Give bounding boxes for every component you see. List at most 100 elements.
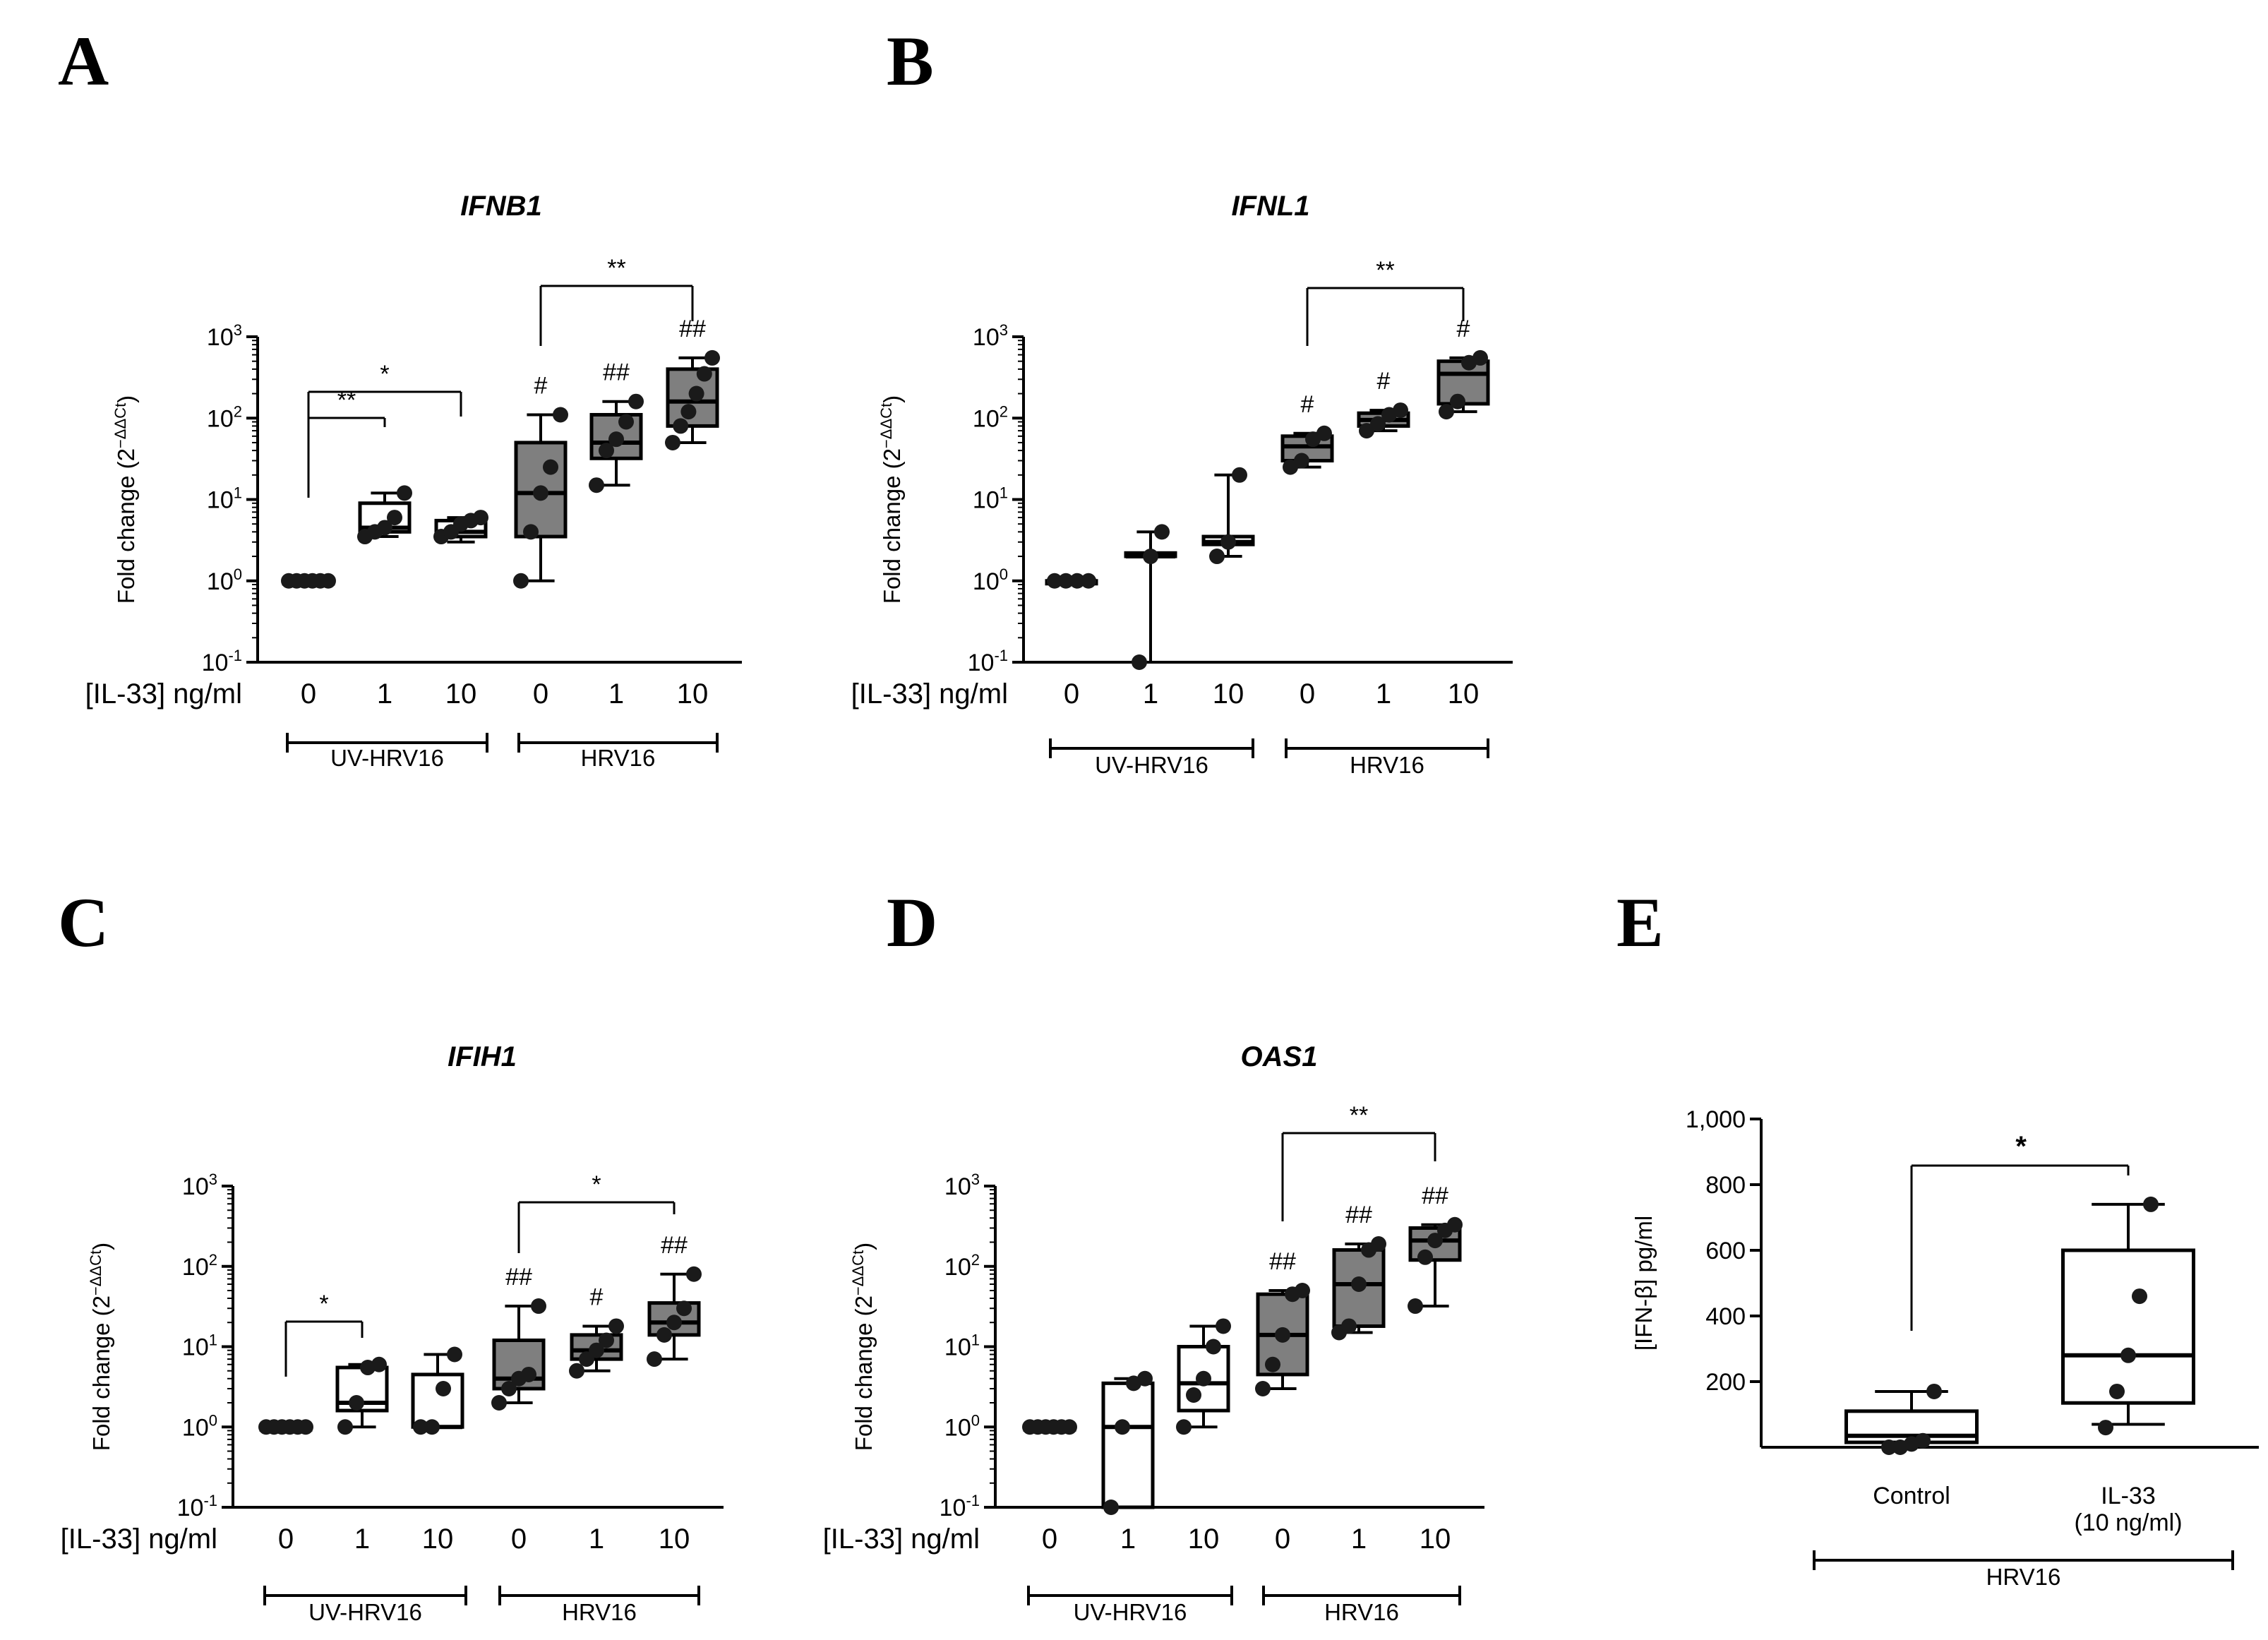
data-point [599, 1332, 614, 1348]
y-tick-base: 10 [182, 1173, 209, 1200]
significance-mark: ## [1269, 1248, 1296, 1275]
y-tick-label: 1,000 [1686, 1106, 1746, 1133]
data-point [1216, 1318, 1231, 1334]
data-point [1439, 404, 1454, 420]
y-tick-base: 10 [944, 1334, 971, 1361]
category-label: 10 [677, 678, 709, 710]
data-point [533, 485, 548, 501]
y-tick-label: 102 [207, 402, 242, 432]
data-point [473, 510, 488, 526]
category-label: 10 [445, 678, 477, 710]
data-point [686, 1266, 702, 1282]
y-tick-exp: -1 [966, 1492, 980, 1509]
data-point [513, 573, 529, 589]
data-point [1351, 1276, 1367, 1292]
data-point [1359, 423, 1374, 439]
chart-title: IFIH1 [448, 1041, 517, 1072]
y-tick-label: 10-1 [968, 647, 1008, 676]
y-tick-exp: -1 [994, 647, 1008, 664]
group-label: HRV16 [562, 1599, 637, 1625]
data-point [1206, 1339, 1221, 1355]
data-point [1196, 1370, 1211, 1387]
y-tick-exp: 1 [971, 1331, 980, 1349]
dose-axis-label: [IL-33] ng/ml [85, 678, 242, 710]
y-axis-label-main: Fold change (2 [88, 1295, 114, 1451]
box [514, 441, 568, 539]
box [1101, 1381, 1155, 1509]
data-point [1295, 1282, 1310, 1298]
y-axis-label-end: ) [851, 1243, 877, 1250]
y-tick-base: 10 [973, 568, 1000, 595]
y-tick-exp: 0 [234, 565, 242, 583]
group-label: UV-HRV16 [1074, 1599, 1187, 1625]
data-point [1069, 573, 1085, 589]
data-point [377, 520, 392, 536]
data-point [656, 1327, 672, 1343]
data-point [1472, 349, 1488, 366]
category-label: 10 [1213, 678, 1244, 710]
data-point [1370, 416, 1386, 432]
data-point [553, 407, 568, 423]
data-point [501, 1380, 517, 1396]
y-tick-base: 10 [207, 405, 234, 432]
y-tick-label: 600 [1705, 1238, 1746, 1264]
data-point [387, 510, 402, 526]
y-tick-base: 10 [968, 650, 995, 676]
box [411, 1372, 464, 1429]
category-label: 1 [1120, 1524, 1136, 1555]
y-tick-label: 100 [944, 1411, 980, 1441]
data-point [2109, 1383, 2125, 1399]
group-label: HRV16 [1324, 1599, 1399, 1625]
y-axis-label: [IFN-β] pg/ml [1631, 1216, 1657, 1351]
y-axis-label-end: ) [88, 1243, 114, 1250]
data-point [1115, 1419, 1130, 1435]
y-tick-exp: 3 [971, 1171, 980, 1188]
data-point [1283, 459, 1298, 475]
data-point [1047, 573, 1062, 589]
data-point [1137, 1370, 1153, 1387]
data-point [628, 393, 644, 409]
y-axis-label: Fold change (2−ΔΔCt) [849, 1243, 877, 1451]
y-axis-label-main: Fold change (2 [113, 448, 139, 604]
y-tick-exp: -1 [203, 1492, 217, 1509]
data-point [1154, 524, 1170, 540]
category-label: 10 [659, 1524, 690, 1555]
data-point [696, 366, 712, 382]
category-label: 1 [608, 678, 624, 710]
y-tick-base: 10 [944, 1173, 971, 1200]
y-tick-exp: 2 [234, 402, 242, 420]
y-tick-label: 100 [182, 1411, 217, 1441]
data-point [1186, 1387, 1201, 1403]
data-point [2143, 1196, 2159, 1212]
y-tick-exp: -1 [228, 647, 242, 664]
data-point [1232, 467, 1247, 483]
significance-mark: # [1457, 316, 1470, 342]
category-label: 0 [533, 678, 548, 710]
comparison-label: ** [1376, 257, 1394, 284]
data-point [1062, 1419, 1077, 1435]
y-tick-exp: 2 [209, 1251, 217, 1269]
y-tick-label: 800 [1705, 1172, 1746, 1199]
chart-title: IFNL1 [1231, 191, 1309, 222]
y-tick-label: 101 [973, 484, 1008, 514]
significance-mark: # [1301, 391, 1314, 418]
data-point [608, 431, 624, 448]
y-tick-base: 10 [202, 650, 229, 676]
y-tick-exp: 1 [1000, 484, 1008, 502]
data-point [1926, 1383, 1942, 1399]
y-tick-base: 10 [973, 405, 1000, 432]
category-label: 0 [1275, 1524, 1290, 1555]
y-axis-label-end: ) [113, 395, 139, 403]
y-axis-label-end: ) [879, 395, 905, 403]
panel-e: E 200 400 600 800 1,000 [IFN-β] pg/ml Control IL… [1616, 883, 2259, 1590]
comparison-label: * [2015, 1131, 2027, 1162]
y-axis-label-sup: −ΔΔCt [87, 1250, 104, 1295]
y-tick-label: 200 [1705, 1369, 1746, 1396]
y-tick-exp: 3 [209, 1171, 217, 1188]
y-tick-exp: 3 [1000, 321, 1008, 339]
panel-label: E [1616, 883, 1664, 962]
data-point [436, 1380, 451, 1396]
dose-axis-label: [IL-33] ng/ml [851, 678, 1008, 710]
y-tick-base: 10 [182, 1254, 209, 1281]
